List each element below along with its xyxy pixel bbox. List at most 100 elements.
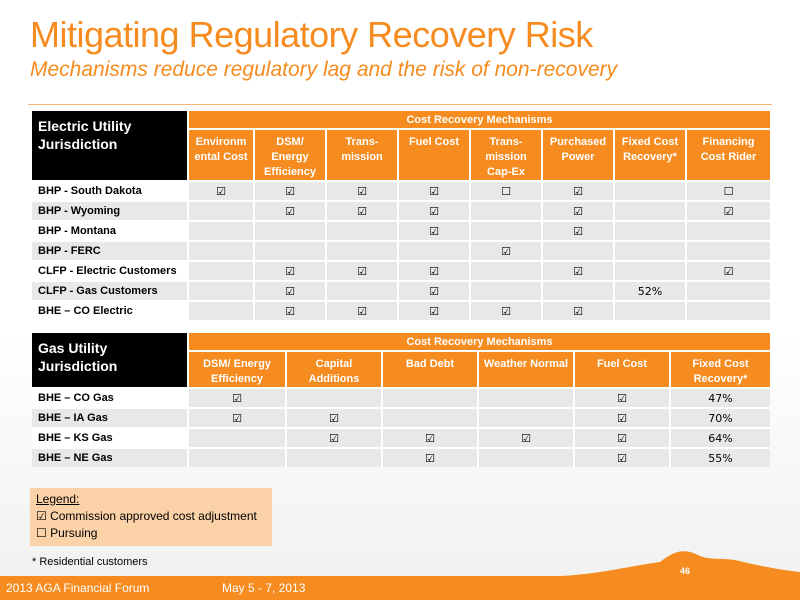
g-column-header-line: Bad Debt: [405, 358, 455, 370]
mechanism-cell: ☑: [397, 280, 470, 301]
footer-event: 2013 AGA Financial Forum: [6, 581, 150, 595]
jurisdiction-name: BHE – CO Gas: [32, 387, 188, 408]
mechanism-cell: ☑: [381, 427, 478, 448]
g-column-header-line: Fuel Cost: [596, 358, 648, 370]
mechanism-cell: ☐: [469, 180, 542, 201]
checked-box-icon: ☑: [425, 431, 435, 445]
mountain-graphic: [560, 551, 800, 576]
mechanism-cell: [477, 447, 574, 467]
e-column-header: Trans-mission: [325, 129, 398, 181]
mechanism-cell: [325, 240, 398, 261]
e-column-header: Trans-mission Cap-Ex: [469, 129, 542, 181]
g-column-header-line: Recovery*: [693, 373, 748, 385]
mechanism-cell: ☑: [397, 180, 470, 201]
checked-box-icon: ☑: [285, 284, 295, 298]
checked-box-icon: ☑: [216, 184, 226, 198]
jurisdiction-name: BHE – IA Gas: [32, 407, 188, 428]
e-column-header-line: Efficiency: [264, 166, 316, 178]
checked-box-icon: ☑: [617, 451, 627, 465]
e-column-header: Fixed Cost Recovery*: [613, 129, 686, 181]
mechanism-cell: [613, 180, 686, 201]
table-row: BHE – IA Gas ☑ ☑ ☑ 70%: [32, 407, 771, 428]
mechanism-cell: ☑: [397, 300, 470, 320]
mechanism-cell: ☑: [541, 220, 614, 241]
cell-value: 70%: [708, 411, 733, 425]
cell-value: 52%: [637, 284, 663, 298]
jurisdiction-name: CLFP - Gas Customers: [32, 280, 188, 301]
e-column-header-line: Cost Rider: [700, 151, 757, 163]
checked-box-icon: ☑: [425, 451, 435, 465]
jurisdiction-name: BHP - Montana: [32, 220, 188, 241]
table-row: BHE – CO Gas ☑ ☑ 47%: [32, 387, 771, 408]
e-column-header-line: mission: [341, 151, 383, 163]
checked-box-icon: ☑: [573, 184, 583, 198]
e-column-header-line: Financing: [702, 136, 755, 148]
g-column-header: Fixed Cost Recovery*: [668, 351, 771, 388]
checked-box-icon: ☑: [329, 431, 339, 445]
mechanism-cell: [187, 280, 254, 301]
table-row: BHP - South Dakota ☑ ☑ ☑ ☑ ☐ ☑ ☐: [32, 180, 770, 201]
mechanism-cell: [613, 240, 686, 261]
checked-box-icon: ☑: [429, 284, 439, 298]
e-column-header-line: mission: [485, 151, 527, 163]
electric-cost-recovery-header: Cost Recovery Mechanisms: [187, 111, 770, 130]
mechanism-cell: [325, 220, 398, 241]
page-number: 46: [680, 566, 691, 576]
mechanism-cell: [469, 200, 542, 221]
e-column-header: DSM/Energy Efficiency: [253, 129, 326, 181]
checked-box-icon: ☑: [429, 184, 439, 198]
cell-value: 55%: [708, 451, 733, 465]
mechanism-cell: ☑: [325, 180, 398, 201]
e-column-header-line: Recovery*: [623, 151, 677, 163]
e-column-header-line: Fuel Cost: [408, 136, 460, 148]
mechanism-cell: [613, 300, 686, 320]
mechanism-cell: ☑: [397, 220, 470, 241]
title-divider: [28, 104, 772, 105]
mechanism-cell: [187, 220, 254, 241]
gas-utility-table: Gas Utility Jurisdiction Cost Recovery M…: [32, 333, 771, 467]
mechanism-cell: [397, 240, 470, 261]
mechanism-cell: [613, 200, 686, 221]
checked-box-icon: ☑: [573, 204, 583, 218]
jurisdiction-name: BHP - Wyoming: [32, 200, 188, 221]
mechanism-cell: ☑: [573, 447, 670, 467]
checked-box-icon: ☑: [617, 431, 627, 445]
mechanism-cell: ☑: [573, 387, 670, 408]
mechanism-cell: ☑: [477, 427, 574, 448]
mechanism-cell: ☑: [541, 260, 614, 281]
mechanism-cell: ☑: [253, 300, 326, 320]
mechanism-cell: ☑: [253, 260, 326, 281]
e-column-header: Financing Cost Rider: [685, 129, 770, 181]
e-column-header: Fuel Cost: [397, 129, 470, 181]
mechanism-cell: ☑: [187, 407, 286, 428]
legend-box: Legend: ☑ Commission approved cost adjus…: [30, 488, 272, 546]
empty-box-icon: ☐: [501, 184, 511, 198]
checked-box-icon: ☑: [501, 304, 511, 318]
cell-value: 64%: [708, 431, 733, 445]
table-row: BHE – CO Electric ☑ ☑ ☑ ☑ ☑: [32, 300, 770, 320]
g-column-header-line: Fixed Cost: [692, 358, 749, 370]
footer-dates: May 5 - 7, 2013: [222, 581, 306, 595]
mechanism-cell: ☑: [685, 260, 770, 281]
e-column-header-line: Environm: [195, 136, 247, 148]
mechanism-cell: [469, 260, 542, 281]
g-column-header: Fuel Cost: [573, 351, 670, 388]
mechanism-cell: [187, 447, 286, 467]
mechanism-cell: ☑: [685, 200, 770, 221]
checked-box-icon: ☑: [429, 204, 439, 218]
mechanism-cell: ☑: [325, 300, 398, 320]
checked-box-icon: ☑: [429, 224, 439, 238]
g-column-header-line: Additions: [308, 373, 360, 385]
mechanism-cell: [187, 240, 254, 261]
table-row: BHE – KS Gas ☑ ☑ ☑ ☑ 64%: [32, 427, 771, 448]
mechanism-cell: ☑: [253, 200, 326, 221]
mechanism-cell: ☑: [285, 427, 382, 448]
table-row: BHP - Wyoming ☑ ☑ ☑ ☑ ☑: [32, 200, 770, 221]
legend-pursuing: ☐ Pursuing: [36, 526, 98, 540]
mechanism-cell: [253, 220, 326, 241]
mechanism-cell: [469, 280, 542, 301]
checked-box-icon: ☑: [285, 204, 295, 218]
checked-box-icon: ☑: [573, 304, 583, 318]
jurisdiction-name: CLFP - Electric Customers: [32, 260, 188, 281]
table-row: BHP - FERC ☑: [32, 240, 770, 261]
